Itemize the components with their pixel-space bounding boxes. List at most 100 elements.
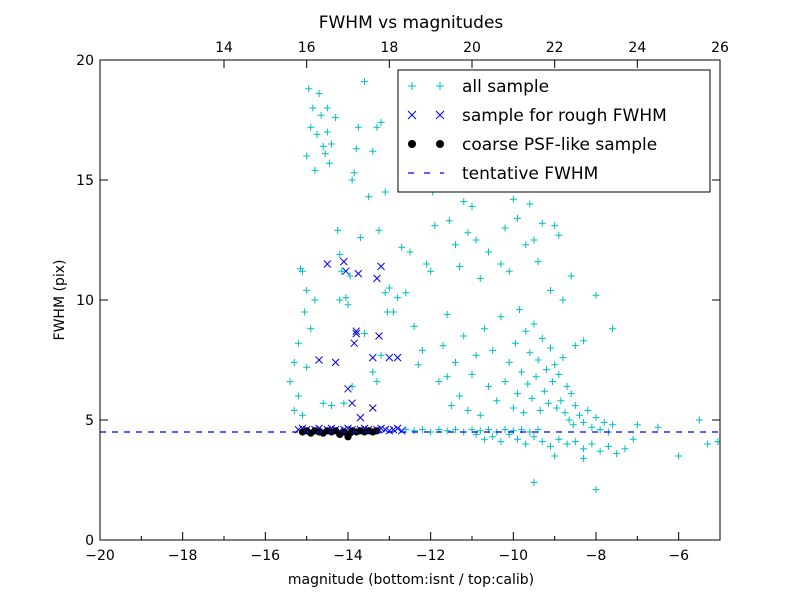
y-tick-label: 10 bbox=[76, 293, 94, 309]
x-point bbox=[342, 267, 350, 276]
plus-point bbox=[319, 142, 327, 150]
plus-point bbox=[394, 294, 402, 302]
plus-point bbox=[290, 358, 298, 366]
x-point bbox=[385, 353, 394, 362]
x-point bbox=[352, 329, 361, 338]
plus-point bbox=[375, 226, 383, 234]
plus-point bbox=[381, 289, 389, 297]
plus-point bbox=[431, 222, 439, 230]
plus-point bbox=[526, 349, 534, 357]
plus-point bbox=[530, 320, 538, 328]
legend-plus-marker bbox=[408, 82, 416, 90]
plus-point bbox=[460, 332, 468, 340]
x-point bbox=[352, 327, 361, 336]
plus-point bbox=[542, 366, 550, 374]
plus-point bbox=[526, 200, 534, 208]
plus-point bbox=[561, 409, 569, 417]
plus-point bbox=[321, 150, 329, 158]
plus-point bbox=[369, 368, 377, 376]
plot-area bbox=[100, 78, 720, 494]
plus-point bbox=[509, 195, 517, 203]
plus-point bbox=[332, 114, 340, 122]
plus-point bbox=[334, 226, 342, 234]
plus-point bbox=[538, 438, 546, 446]
plus-point bbox=[480, 325, 488, 333]
x-tick-label: −6 bbox=[668, 548, 689, 564]
plus-point bbox=[476, 427, 484, 435]
y-axis-title: FWHM (pix) bbox=[52, 260, 68, 341]
plus-point bbox=[439, 342, 447, 350]
plus-point bbox=[555, 231, 563, 239]
plus-point bbox=[592, 414, 600, 422]
plus-point bbox=[547, 442, 555, 450]
plus-point bbox=[604, 442, 612, 450]
plus-point bbox=[596, 447, 604, 455]
plus-point bbox=[613, 450, 621, 458]
x-point bbox=[340, 257, 348, 266]
plus-point bbox=[336, 250, 344, 258]
series-1 bbox=[294, 257, 406, 435]
legend: all sample sample for rough FWHM coarse PS… bbox=[397, 69, 711, 193]
legend-x-marker bbox=[435, 110, 445, 120]
plus-point bbox=[497, 438, 505, 446]
legend-box bbox=[397, 69, 711, 193]
plus-point bbox=[580, 418, 588, 426]
top-tick-label: 22 bbox=[546, 40, 564, 56]
plus-point bbox=[633, 421, 641, 429]
circle-point bbox=[373, 427, 381, 435]
plus-point bbox=[377, 351, 385, 359]
plus-point bbox=[365, 193, 373, 201]
plus-point bbox=[398, 243, 406, 251]
plus-point bbox=[530, 433, 538, 441]
plus-point bbox=[532, 373, 540, 381]
x-point bbox=[373, 274, 381, 283]
plus-point bbox=[468, 370, 476, 378]
plus-point bbox=[346, 272, 354, 280]
plus-point bbox=[544, 399, 552, 407]
plus-point bbox=[534, 356, 542, 364]
plus-point bbox=[501, 224, 509, 232]
plus-point bbox=[451, 426, 459, 434]
plus-point bbox=[418, 426, 426, 434]
plus-point bbox=[427, 267, 435, 275]
plus-point bbox=[509, 404, 517, 412]
plus-point bbox=[377, 118, 385, 126]
y-tick-label: 15 bbox=[76, 173, 94, 189]
y-tick-label: 0 bbox=[85, 533, 94, 549]
plus-point bbox=[551, 452, 559, 460]
plus-point bbox=[547, 344, 555, 352]
plus-point bbox=[571, 438, 579, 446]
plus-point bbox=[418, 346, 426, 354]
plus-point bbox=[383, 308, 391, 316]
plus-point bbox=[580, 454, 588, 462]
x-tick-label: −20 bbox=[85, 548, 115, 564]
plus-point bbox=[348, 382, 356, 390]
plus-point bbox=[555, 370, 563, 378]
plus-point bbox=[522, 327, 530, 335]
top-tick-label: 16 bbox=[298, 40, 316, 56]
plus-point bbox=[580, 337, 588, 345]
plus-point bbox=[600, 418, 608, 426]
legend-label: tentative FWHM bbox=[462, 164, 598, 184]
plus-point bbox=[402, 289, 410, 297]
plus-point bbox=[299, 267, 307, 275]
plus-point bbox=[299, 411, 307, 419]
plus-point bbox=[451, 241, 459, 249]
plus-point bbox=[513, 214, 521, 222]
plus-point bbox=[485, 382, 493, 390]
plus-point bbox=[540, 387, 548, 395]
plus-point bbox=[323, 128, 331, 136]
plus-point bbox=[551, 361, 559, 369]
plus-point bbox=[315, 90, 323, 98]
plus-point bbox=[538, 334, 546, 342]
chart-title: FWHM vs magnitudes bbox=[319, 13, 504, 33]
plus-point bbox=[530, 478, 538, 486]
plus-point bbox=[555, 435, 563, 443]
plus-point bbox=[654, 423, 662, 431]
x-point bbox=[397, 426, 406, 435]
plus-point bbox=[319, 399, 327, 407]
plus-point bbox=[311, 296, 319, 304]
plus-point bbox=[534, 258, 542, 266]
plus-point bbox=[549, 378, 557, 386]
legend-x-marker bbox=[407, 110, 417, 120]
